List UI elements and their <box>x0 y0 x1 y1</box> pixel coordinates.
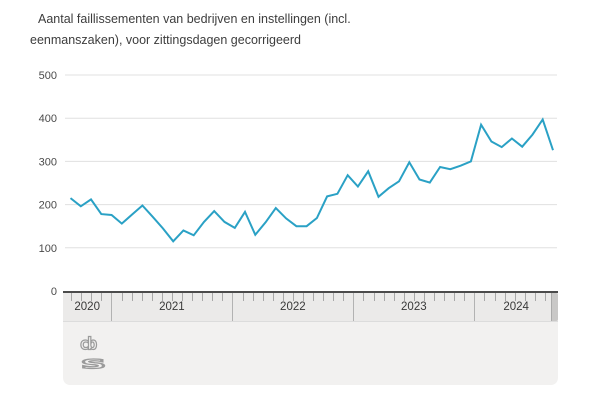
timeline-year-label: 2022 <box>280 301 306 313</box>
month-tick <box>484 293 486 301</box>
timeline-year-label: 2023 <box>401 301 427 313</box>
month-tick <box>121 293 123 301</box>
month-tick <box>171 293 173 301</box>
month-tick <box>222 293 224 301</box>
timeline-year-label: 2021 <box>159 301 185 313</box>
y-axis-tick-label: 0 <box>51 286 57 296</box>
month-tick <box>413 293 415 301</box>
year-separator <box>353 293 355 321</box>
chart-canvas: 0 100 200 300 400 500 <box>39 70 557 296</box>
month-tick <box>302 293 304 301</box>
month-tick <box>383 293 385 301</box>
month-tick <box>363 293 365 301</box>
month-tick <box>534 293 536 301</box>
month-tick <box>202 293 204 301</box>
month-tick <box>504 293 506 301</box>
y-axis-tick-label: 200 <box>39 200 57 212</box>
y-axis-tick-label: 400 <box>39 113 57 125</box>
month-tick <box>182 293 183 301</box>
axis-panel: 2020 2021 2022 2023 2024 cb s <box>63 291 558 385</box>
month-tick <box>272 293 274 301</box>
month-tick <box>313 293 314 301</box>
month-tick <box>71 293 73 301</box>
year-separator <box>111 293 113 321</box>
month-tick <box>544 293 546 301</box>
month-tick <box>151 293 153 301</box>
month-tick <box>423 293 425 301</box>
chart-title: Aantal faillissementen van bedrijven en … <box>30 9 370 51</box>
month-tick <box>514 293 516 301</box>
month-tick <box>212 293 214 301</box>
month-tick <box>454 293 456 301</box>
y-axis-tick-label: 500 <box>39 70 57 82</box>
month-tick <box>282 293 284 301</box>
month-tick <box>262 293 264 301</box>
year-separator <box>474 293 476 321</box>
y-axis-tick-label: 100 <box>39 243 57 255</box>
month-tick <box>252 293 254 301</box>
y-axis-tick-label: 300 <box>39 156 57 168</box>
month-tick <box>91 293 93 301</box>
month-tick <box>494 293 496 301</box>
month-tick <box>434 293 435 301</box>
cbs-logo-top: cb <box>79 335 97 353</box>
month-tick <box>444 293 446 301</box>
month-tick <box>161 293 163 301</box>
month-tick <box>141 293 143 301</box>
month-tick <box>101 293 103 301</box>
month-tick <box>242 293 244 301</box>
year-separator <box>232 293 234 321</box>
month-tick <box>343 293 345 301</box>
timeline-range-selector[interactable]: 2020 2021 2022 2023 2024 <box>63 293 558 322</box>
month-tick <box>192 293 193 301</box>
bankruptcies-line <box>69 117 554 243</box>
month-tick <box>292 293 294 301</box>
month-tick <box>131 293 133 301</box>
chart-title-line2: eenmanszaken), voor zittingsdagen gecorr… <box>30 33 301 47</box>
timeline-year-label: 2024 <box>503 301 529 313</box>
month-tick <box>81 293 83 301</box>
month-tick <box>524 293 526 301</box>
month-tick <box>464 293 466 301</box>
month-tick <box>333 293 335 301</box>
timeline-year-label: 2020 <box>74 301 100 313</box>
month-tick <box>373 293 375 301</box>
chart-title-line1: Aantal faillissementen van bedrijven en … <box>38 12 351 26</box>
month-tick <box>323 293 325 301</box>
month-tick <box>393 293 395 301</box>
month-tick <box>403 293 405 301</box>
cbs-logo-bottom: s <box>79 353 107 372</box>
cbs-logo-icon: cb s <box>79 335 108 373</box>
range-slider-handle[interactable] <box>551 293 558 321</box>
